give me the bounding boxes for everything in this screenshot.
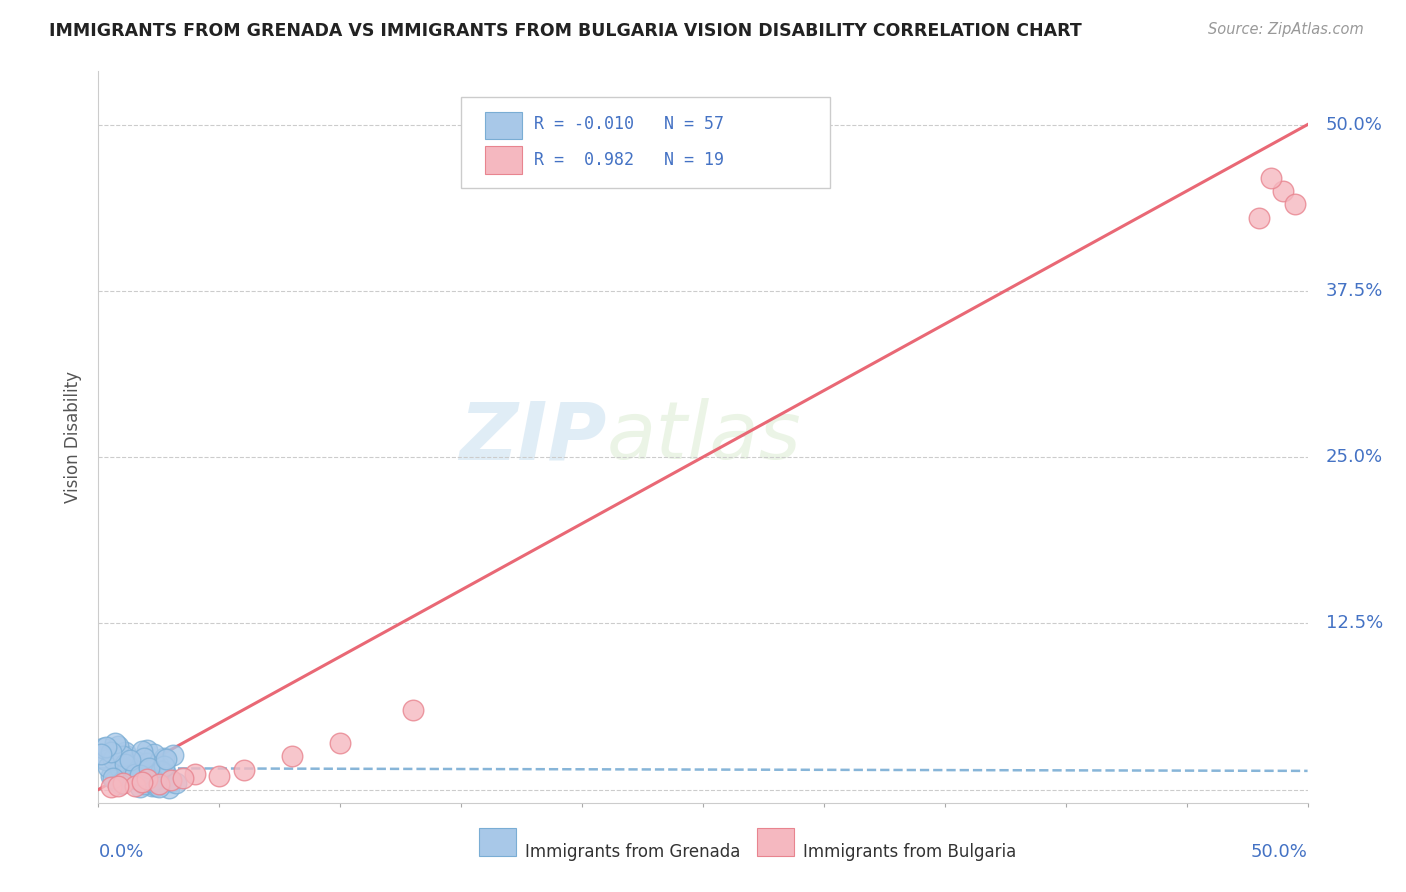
- Point: [118, 753, 141, 767]
- Point: [100, 745, 122, 759]
- Point: [184, 766, 207, 780]
- Point: [101, 771, 124, 785]
- Point: [172, 771, 194, 785]
- Point: [108, 777, 131, 791]
- Text: 37.5%: 37.5%: [1326, 282, 1384, 300]
- Text: atlas: atlas: [606, 398, 801, 476]
- Point: [208, 769, 231, 783]
- Text: 50.0%: 50.0%: [1251, 843, 1308, 861]
- Point: [152, 750, 174, 764]
- Point: [100, 769, 122, 783]
- Text: IMMIGRANTS FROM GRENADA VS IMMIGRANTS FROM BULGARIA VISION DISABILITY CORRELATIO: IMMIGRANTS FROM GRENADA VS IMMIGRANTS FR…: [49, 22, 1083, 40]
- Bar: [479, 829, 516, 856]
- Point: [107, 756, 129, 770]
- Point: [121, 769, 143, 783]
- Point: [131, 774, 153, 789]
- Point: [162, 747, 184, 762]
- Text: 0.0%: 0.0%: [98, 843, 143, 861]
- Point: [108, 761, 131, 775]
- Point: [160, 773, 183, 788]
- Point: [101, 752, 124, 766]
- Bar: [485, 112, 522, 139]
- Point: [135, 742, 157, 756]
- Point: [152, 758, 174, 772]
- Point: [141, 774, 163, 789]
- Point: [114, 757, 136, 772]
- Point: [90, 747, 112, 761]
- Text: Immigrants from Grenada: Immigrants from Grenada: [526, 843, 741, 861]
- Point: [91, 741, 114, 756]
- Point: [100, 780, 122, 794]
- Point: [232, 763, 254, 777]
- Point: [1249, 211, 1271, 225]
- Point: [128, 780, 150, 794]
- Point: [131, 763, 153, 777]
- Point: [148, 780, 170, 794]
- Point: [155, 752, 177, 766]
- Text: 25.0%: 25.0%: [1326, 448, 1384, 466]
- Point: [157, 781, 180, 796]
- FancyBboxPatch shape: [461, 97, 830, 188]
- Point: [124, 766, 146, 780]
- Point: [148, 777, 170, 791]
- Point: [143, 747, 166, 761]
- Point: [1260, 170, 1282, 185]
- Point: [135, 772, 157, 786]
- Point: [107, 779, 129, 793]
- Text: R =  0.982   N = 19: R = 0.982 N = 19: [534, 151, 724, 169]
- Point: [127, 755, 149, 769]
- Point: [402, 703, 425, 717]
- Point: [165, 776, 187, 790]
- Point: [111, 776, 134, 790]
- Point: [111, 776, 134, 790]
- Text: 12.5%: 12.5%: [1326, 615, 1384, 632]
- Point: [124, 779, 146, 793]
- Point: [135, 756, 157, 770]
- Point: [94, 753, 117, 767]
- Point: [97, 760, 120, 774]
- Point: [111, 749, 134, 764]
- Point: [145, 768, 167, 782]
- Point: [160, 774, 183, 789]
- Point: [127, 772, 149, 786]
- Point: [124, 772, 146, 786]
- Point: [121, 764, 143, 778]
- Point: [134, 750, 156, 764]
- Point: [104, 773, 127, 788]
- Point: [117, 763, 139, 777]
- Point: [150, 765, 173, 780]
- Point: [128, 768, 150, 782]
- Bar: [758, 829, 794, 856]
- Point: [150, 764, 173, 778]
- Point: [1272, 184, 1295, 198]
- Point: [138, 761, 160, 775]
- Point: [104, 736, 127, 750]
- Point: [1284, 197, 1306, 211]
- Text: 50.0%: 50.0%: [1326, 116, 1382, 134]
- Point: [329, 736, 352, 750]
- Point: [148, 758, 170, 772]
- Point: [141, 779, 163, 793]
- Text: Source: ZipAtlas.com: Source: ZipAtlas.com: [1208, 22, 1364, 37]
- Text: ZIP: ZIP: [458, 398, 606, 476]
- Point: [281, 749, 304, 764]
- Y-axis label: Vision Disability: Vision Disability: [65, 371, 83, 503]
- Point: [118, 771, 141, 785]
- Text: R = -0.010   N = 57: R = -0.010 N = 57: [534, 115, 724, 133]
- Text: Immigrants from Bulgaria: Immigrants from Bulgaria: [803, 843, 1017, 861]
- Bar: [485, 146, 522, 174]
- Point: [138, 757, 160, 772]
- Point: [134, 777, 156, 791]
- Point: [94, 739, 117, 754]
- Point: [145, 779, 167, 793]
- Point: [114, 745, 136, 759]
- Point: [117, 749, 139, 764]
- Point: [143, 773, 166, 788]
- Point: [155, 766, 177, 780]
- Point: [131, 744, 153, 758]
- Point: [107, 739, 129, 753]
